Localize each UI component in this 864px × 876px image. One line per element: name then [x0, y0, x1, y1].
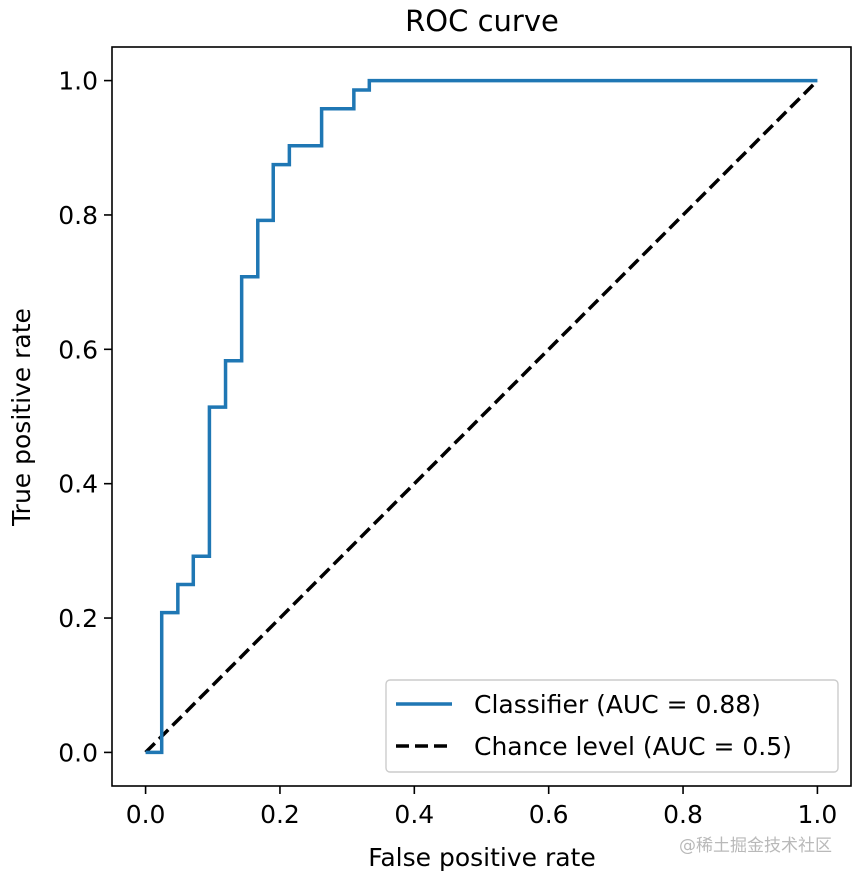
x-tick-label: 0.2: [260, 800, 300, 829]
y-tick-label: 0.2: [58, 604, 98, 633]
legend: Classifier (AUC = 0.88) Chance level (AU…: [385, 679, 839, 773]
y-tick-label: 0.8: [58, 201, 98, 230]
y-tick-label: 0.4: [58, 470, 98, 499]
y-tick-label: 0.0: [58, 738, 98, 767]
x-tick-label: 0.0: [126, 800, 166, 829]
y-tick-label: 0.6: [58, 335, 98, 364]
x-tick-label: 0.4: [394, 800, 434, 829]
y-axis-label: True positive rate: [7, 308, 36, 527]
x-axis-ticks: 0.0 0.2 0.4 0.6 0.8 1.0: [126, 786, 838, 829]
x-tick-label: 0.8: [663, 800, 703, 829]
chart-title: ROC curve: [405, 4, 559, 38]
x-axis-label: False positive rate: [368, 843, 596, 872]
series-line-chance: [144, 79, 819, 754]
y-tick-label: 1.0: [58, 67, 98, 96]
x-tick-label: 1.0: [798, 800, 838, 829]
legend-box: [385, 679, 839, 773]
legend-label-chance: Chance level (AUC = 0.5): [474, 732, 792, 761]
series-line-classifier: [145, 78, 818, 755]
x-tick-label: 0.6: [529, 800, 569, 829]
legend-label-classifier: Classifier (AUC = 0.88): [474, 690, 761, 719]
y-axis-ticks: 0.0 0.2 0.4 0.6 0.8 1.0: [58, 67, 112, 767]
plot-frame: [111, 46, 852, 787]
series-layer: [144, 78, 819, 755]
watermark: @稀土掘金技术社区: [679, 836, 832, 856]
